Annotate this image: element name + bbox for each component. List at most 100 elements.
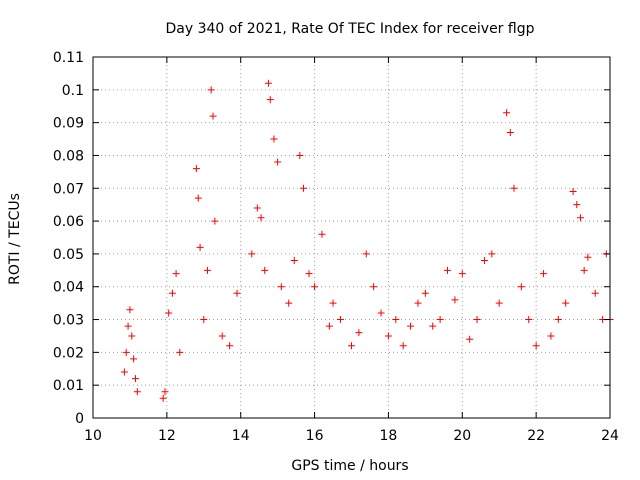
data-point — [296, 151, 304, 159]
data-point — [540, 270, 548, 278]
data-point — [414, 299, 422, 307]
data-point — [168, 289, 176, 297]
data-point — [200, 316, 208, 324]
data-point — [318, 230, 326, 238]
chart-title: Day 340 of 2021, Rate Of TEC Index for r… — [166, 21, 535, 37]
y-tick-label: 0.04 — [53, 280, 84, 296]
data-point — [131, 375, 139, 383]
y-tick-label: 0.11 — [53, 50, 84, 66]
data-point — [305, 270, 313, 278]
data-point — [209, 112, 217, 120]
data-point — [336, 316, 344, 324]
x-tick-label: 22 — [527, 428, 545, 444]
x-tick-label: 10 — [84, 428, 102, 444]
data-point — [392, 316, 400, 324]
data-point — [253, 204, 261, 212]
x-tick-label: 14 — [232, 428, 250, 444]
data-point — [274, 158, 282, 166]
data-point — [503, 109, 511, 117]
data-point — [473, 316, 481, 324]
data-point — [421, 289, 429, 297]
data-point — [488, 250, 496, 258]
x-tick-label: 16 — [306, 428, 324, 444]
data-point — [290, 256, 298, 264]
data-point — [122, 348, 130, 356]
data-point — [211, 217, 219, 225]
x-tick-label: 20 — [453, 428, 471, 444]
data-point — [194, 194, 202, 202]
data-point — [495, 299, 503, 307]
data-point — [576, 214, 584, 222]
data-point — [218, 332, 226, 340]
data-point — [130, 355, 138, 363]
data-point — [248, 250, 256, 258]
data-point — [196, 243, 204, 251]
data-point — [348, 342, 355, 350]
data-point — [399, 342, 407, 350]
data-points — [120, 79, 614, 402]
data-point — [266, 96, 274, 104]
data-point — [532, 342, 540, 350]
data-point — [562, 299, 570, 307]
data-point — [161, 388, 169, 396]
data-point — [384, 332, 392, 340]
data-point — [325, 322, 333, 330]
data-point — [451, 296, 459, 304]
y-tick-label: 0.05 — [53, 247, 84, 263]
y-tick-label: 0.03 — [53, 313, 84, 329]
data-point — [285, 299, 293, 307]
data-point — [128, 332, 136, 340]
data-point — [429, 322, 437, 330]
data-point — [192, 165, 200, 173]
data-point — [407, 322, 415, 330]
data-point — [120, 368, 128, 376]
data-point — [277, 283, 285, 291]
data-point — [329, 299, 337, 307]
data-point — [299, 184, 307, 192]
data-point — [466, 335, 474, 343]
y-tick-label: 0.02 — [53, 345, 84, 361]
x-tick-label: 12 — [158, 428, 176, 444]
data-point — [226, 342, 234, 350]
data-point — [370, 283, 378, 291]
data-point — [270, 135, 278, 143]
y-axis-label: ROTI / TECUs — [7, 193, 23, 285]
y-tick-label: 0.1 — [62, 83, 84, 99]
y-tick-label: 0.06 — [53, 214, 84, 230]
data-point — [573, 201, 581, 209]
data-point — [233, 289, 241, 297]
data-point — [124, 322, 132, 330]
data-point — [261, 266, 269, 274]
x-axis-label: GPS time / hours — [291, 458, 408, 474]
data-point — [517, 283, 525, 291]
data-point — [362, 250, 370, 258]
data-point — [207, 86, 215, 94]
data-point — [547, 332, 555, 340]
grid — [93, 57, 610, 418]
data-point — [436, 316, 444, 324]
data-point — [525, 316, 533, 324]
data-point — [506, 128, 514, 136]
data-point — [126, 306, 134, 314]
y-tick-label: 0.07 — [53, 181, 84, 197]
y-tick-label: 0.01 — [53, 378, 84, 394]
data-point — [264, 79, 272, 87]
data-point — [510, 184, 518, 192]
data-point — [165, 309, 173, 317]
y-tick-label: 0 — [75, 411, 84, 427]
data-point — [569, 188, 577, 196]
data-point — [584, 253, 592, 261]
data-point — [311, 283, 319, 291]
x-tick-label: 24 — [601, 428, 619, 444]
data-point — [159, 394, 167, 402]
y-tick-label: 0.09 — [53, 116, 84, 132]
data-point — [257, 214, 265, 222]
data-point — [377, 309, 385, 317]
data-point — [458, 270, 466, 278]
data-point — [176, 348, 184, 356]
data-point — [591, 289, 599, 297]
axis-ticks: 10 12 14 16 18 20 22 24 0 0.01 0.02 0.03 0.04 0.05 0.0… — [53, 50, 619, 444]
data-point — [355, 329, 363, 337]
data-point — [480, 256, 488, 264]
